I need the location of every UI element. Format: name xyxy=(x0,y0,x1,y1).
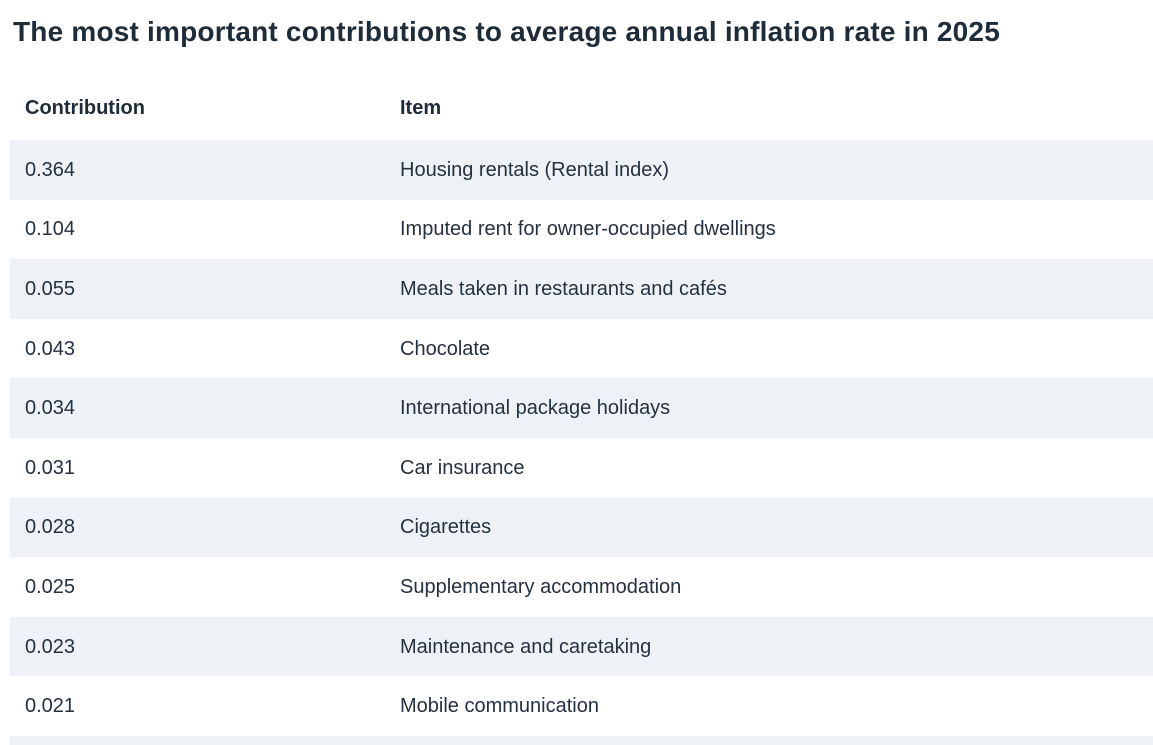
item-cell: Car insurance xyxy=(400,456,525,479)
contribution-cell: 0.025 xyxy=(25,575,76,598)
contribution-cell: 0.021 xyxy=(25,695,76,718)
table-row: 0.025 Supplementary accommodation xyxy=(10,557,1153,617)
item-cell: International package holidays xyxy=(400,397,671,420)
table-row: 0.055 Meals taken in restaurants and café… xyxy=(10,259,1153,319)
item-cell: Meals taken in restaurants and cafés xyxy=(400,277,727,300)
contribution-cell: 0.028 xyxy=(25,516,76,539)
item-cell: Housing rentals (Rental index) xyxy=(400,158,670,181)
column-header-item: Item xyxy=(400,97,442,119)
table-row: 0.043 Chocolate xyxy=(10,319,1153,379)
table-row: 0.023 Maintenance and caretaking xyxy=(10,616,1153,677)
contribution-cell: 0.104 xyxy=(25,218,76,241)
item-cell: Chocolate xyxy=(400,337,491,360)
contribution-cell: 0.023 xyxy=(25,635,76,658)
item-cell: Maintenance and caretaking xyxy=(400,635,652,658)
table-row: 0.034 International package holidays xyxy=(10,378,1153,438)
table-row: 0.104 Imputed rent for owner-occupied dwe… xyxy=(10,200,1153,260)
contribution-cell: 0.034 xyxy=(25,397,76,420)
contribution-cell: 0.031 xyxy=(25,456,76,479)
partial-next-row-stripe xyxy=(10,736,1153,745)
table-row: 0.028 Cigarettes xyxy=(10,497,1153,558)
item-cell: Mobile communication xyxy=(400,695,599,718)
item-cell: Supplementary accommodation xyxy=(400,575,682,598)
item-cell: Cigarettes xyxy=(400,516,492,539)
contribution-cell: 0.043 xyxy=(25,337,76,360)
page-title: The most important contributions to aver… xyxy=(13,16,1000,47)
column-header-contribution: Contribution xyxy=(25,97,145,119)
contribution-cell: 0.055 xyxy=(25,277,76,300)
item-cell: Imputed rent for owner-occupied dwelling… xyxy=(400,218,776,241)
table-header: Contribution Item xyxy=(10,95,1153,121)
table-body: 0.364 Housing rentals (Rental index) 0.104… xyxy=(10,140,1153,736)
table-row: 0.021 Mobile communication xyxy=(10,676,1153,736)
table-row: 0.364 Housing rentals (Rental index) xyxy=(10,140,1153,200)
table-row: 0.031 Car insurance xyxy=(10,438,1153,498)
contribution-cell: 0.364 xyxy=(25,158,76,181)
